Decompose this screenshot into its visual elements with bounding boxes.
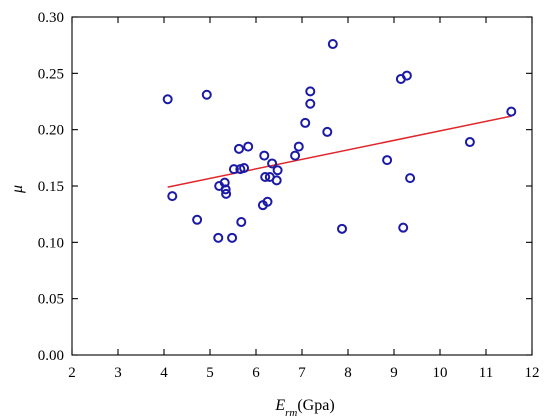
data-point (259, 150, 270, 161)
data-point (464, 137, 475, 148)
data-point (405, 173, 416, 184)
data-point (162, 94, 173, 105)
data-point (327, 39, 338, 50)
data-point (401, 70, 412, 81)
x-axis-title: Erm(Gpa) (274, 397, 334, 419)
data-point (272, 165, 283, 176)
data-point (227, 232, 238, 243)
data-points (162, 39, 517, 243)
data-point (398, 222, 409, 233)
data-point (220, 184, 231, 195)
x-tick-label: 9 (390, 365, 398, 381)
x-tick-label: 2 (68, 365, 76, 381)
data-point (337, 223, 348, 234)
x-tick-label: 6 (252, 365, 260, 381)
x-tick-label: 8 (344, 365, 352, 381)
y-tick-label: 0.25 (38, 66, 64, 82)
data-point (506, 106, 517, 117)
data-point (290, 150, 301, 161)
x-tick-label: 7 (298, 365, 306, 381)
data-point (305, 86, 316, 97)
data-point (260, 171, 271, 182)
data-point (271, 175, 282, 186)
data-point (228, 164, 239, 175)
fit-line (167, 115, 512, 188)
x-axis-title-unit: (Gpa) (297, 397, 334, 414)
ticks: 2 3 4 5 6 7 8 9 10 11 12 0.00 0.05 0.10 0.15 0.20 0.25 0.… (38, 10, 540, 381)
data-point (213, 232, 224, 243)
fit-line-group (167, 115, 512, 188)
data-point (233, 143, 244, 154)
y-tick-label: 0.30 (38, 10, 64, 26)
data-point (293, 141, 304, 152)
x-tick-label: 10 (433, 365, 448, 381)
y-tick-label: 0.00 (38, 348, 64, 364)
y-axis-title: μ (9, 185, 26, 194)
axes (71, 16, 533, 356)
data-point (262, 196, 273, 207)
data-point (267, 158, 278, 169)
data-point (300, 117, 311, 128)
x-tick-label: 11 (479, 365, 493, 381)
data-point (239, 162, 250, 173)
plot-frame (71, 16, 533, 356)
x-tick-label: 4 (160, 365, 168, 381)
data-point (221, 188, 232, 199)
y-tick-label: 0.10 (38, 235, 64, 251)
data-point (201, 89, 212, 100)
x-tick-label: 12 (525, 365, 540, 381)
data-point (243, 141, 254, 152)
data-point (192, 214, 203, 225)
x-tick-label: 5 (206, 365, 214, 381)
data-point (219, 177, 230, 188)
y-tick-label: 0.05 (38, 292, 64, 308)
data-point (322, 126, 333, 137)
x-tick-label: 3 (114, 365, 122, 381)
data-point (305, 98, 316, 109)
y-tick-label: 0.20 (38, 123, 64, 139)
x-axis-title-subscript: rm (285, 407, 297, 419)
data-point (167, 191, 178, 202)
x-axis-title-symbol: E (274, 397, 285, 414)
data-point (382, 155, 393, 166)
data-point (236, 217, 247, 228)
y-tick-label: 0.15 (38, 179, 64, 195)
